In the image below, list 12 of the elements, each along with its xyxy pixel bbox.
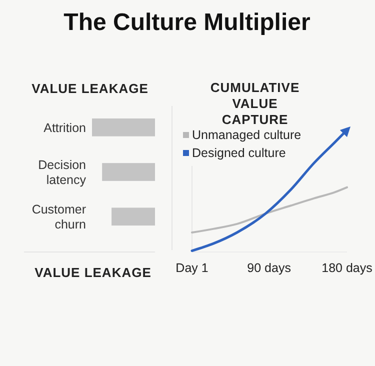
y-tick-label: Decision latency — [38, 158, 87, 187]
x-tick-label: Day 1 — [176, 261, 208, 275]
chart-subtitle: VALUE LEAKAGE — [32, 81, 148, 96]
x-tick-label: 180 days — [322, 261, 372, 275]
y-tick-label: Attrition — [44, 120, 86, 135]
x-axis-title: VALUE LEAKAGE — [34, 265, 152, 280]
x-tick-label: 90 days — [247, 261, 291, 275]
legend-label: Unmanaged culture — [192, 128, 302, 142]
chart-title: The Culture Multiplier — [64, 9, 310, 36]
chart-title: CUMULATIVE VALUE CAPTURE — [210, 80, 300, 127]
y-tick-label: Customer churn — [32, 202, 86, 232]
legend-label: Designed culture — [192, 146, 286, 160]
